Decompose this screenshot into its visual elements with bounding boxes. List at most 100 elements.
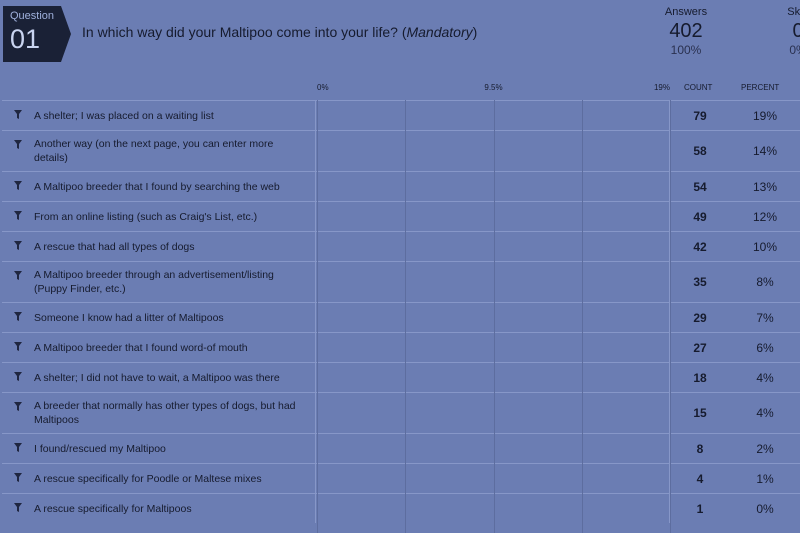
question-text: In which way did your Maltipoo come into… [82,24,477,40]
count: 18 [669,363,730,392]
filter-icon[interactable] [14,181,22,190]
row-label-cell: A rescue specifically for Poodle or Malt… [2,464,316,493]
count: 15 [669,393,730,433]
row-label: A shelter; I did not have to wait, a Mal… [34,371,280,384]
percent-header: PERCENT [741,83,780,92]
row-label-cell: A Maltipoo breeder that I found by searc… [2,172,316,201]
bar-cell [316,303,669,332]
table-row: A shelter; I did not have to wait, a Mal… [2,362,800,392]
answers-label: Answers [664,6,708,18]
table-row: A rescue that had all types of dogs 42 10% [2,231,800,261]
row-label-cell: Someone I know had a litter of Maltipoos [2,303,316,332]
row-label-cell: I found/rescued my Maltipoo [2,434,316,463]
bar-cell [316,172,669,201]
grid-line [581,100,583,533]
percent: 4% [756,406,774,420]
count: 42 [669,232,730,261]
row-label: A shelter; I was placed on a waiting lis… [34,109,214,122]
skipped-percent: 0% [789,43,800,57]
percent: 8% [756,275,774,289]
filter-icon[interactable] [14,110,22,119]
filter-icon[interactable] [14,342,22,351]
filter-icon[interactable] [14,312,22,321]
row-label: Another way (on the next page, you can e… [34,138,274,164]
filter-icon[interactable] [14,473,22,482]
count: 49 [669,202,730,231]
filter-icon[interactable] [14,140,22,149]
x-tick-label: 0% [317,83,329,92]
percent: 12% [752,209,778,224]
count: 58 [669,131,730,171]
table-row: A rescue specifically for Maltipoos 1 0% [2,493,800,523]
bar-cell [316,262,669,302]
percent: 10% [752,239,778,254]
row-label: A Maltipoo breeder that I found by searc… [34,180,280,193]
bar-cell [316,434,669,463]
row-label-cell: A rescue specifically for Maltipoos [2,494,316,523]
percent: 13% [752,179,778,194]
filter-icon[interactable] [14,271,22,280]
count: 4 [669,464,730,493]
row-label: A Maltipoo breeder that I found word-of … [34,341,248,354]
filter-icon[interactable] [14,402,22,411]
skipped-stat: Skip 0 0% [778,6,800,57]
table-row: A shelter; I was placed on a waiting lis… [2,100,800,130]
question-number: 01 [10,24,41,54]
count: 8 [669,434,730,463]
row-label: A rescue that had all types of dogs [34,240,195,253]
row-label: A breeder that normally has other types … [34,400,296,426]
table-row: A Maltipoo breeder that I found word-of … [2,332,800,362]
count: 1 [669,494,730,523]
filter-icon[interactable] [14,503,22,512]
table-row: From an online listing (such as Craig's … [2,201,800,231]
bar-cell [316,363,669,392]
skipped-count: 0 [792,20,800,42]
table-row: Someone I know had a litter of Maltipoos… [2,302,800,332]
row-label-cell: Another way (on the next page, you can e… [2,131,316,171]
row-label: A rescue specifically for Poodle or Malt… [34,472,262,485]
bar-cell [316,101,669,130]
row-label: A Maltipoo breeder through an advertisem… [34,269,274,295]
table-row: A rescue specifically for Poodle or Malt… [2,463,800,493]
bar-cell [316,131,669,171]
table-row: I found/rescued my Maltipoo 8 2% [2,433,800,463]
row-label: From an online listing (such as Craig's … [34,210,258,223]
row-label-cell: A breeder that normally has other types … [2,393,316,433]
answers-percent: 100% [670,43,702,57]
bar-cell [316,494,669,523]
row-label-cell: A shelter; I was placed on a waiting lis… [2,101,316,130]
x-tick-label: 9.5% [484,83,503,92]
percent: 2% [756,441,774,456]
percent: 19% [752,108,778,123]
count: 29 [669,303,730,332]
count: 79 [669,101,730,130]
row-label: A rescue specifically for Maltipoos [34,502,192,515]
row-label-cell: From an online listing (such as Craig's … [2,202,316,231]
percent: 0% [756,501,774,516]
percent: 14% [752,144,778,158]
mandatory: Mandatory [406,24,473,40]
filter-icon[interactable] [14,443,22,452]
x-tick-label: 19% [653,83,670,92]
percent: 6% [756,340,774,355]
filter-icon[interactable] [14,211,22,220]
row-label-cell: A rescue that had all types of dogs [2,232,316,261]
grid-line [317,100,318,533]
filter-icon[interactable] [14,241,22,250]
bar-cell [316,464,669,493]
percent: 1% [756,471,774,486]
percent: 7% [756,310,774,325]
skipped-label: Skip [787,6,800,18]
row-label-cell: A Maltipoo breeder through an advertisem… [2,262,316,302]
table-row: Another way (on the next page, you can e… [2,130,800,171]
question-badge: Question 01 [3,6,71,62]
bar-cell [316,393,669,433]
row-label: I found/rescued my Maltipoo [34,442,166,455]
answers-stat: Answers 402 100% [660,6,712,57]
row-label-cell: A Maltipoo breeder that I found word-of … [2,333,316,362]
filter-icon[interactable] [14,372,22,381]
results-table: A shelter; I was placed on a waiting lis… [2,100,800,523]
grid-line [493,100,495,533]
question-label: Question [10,10,55,22]
